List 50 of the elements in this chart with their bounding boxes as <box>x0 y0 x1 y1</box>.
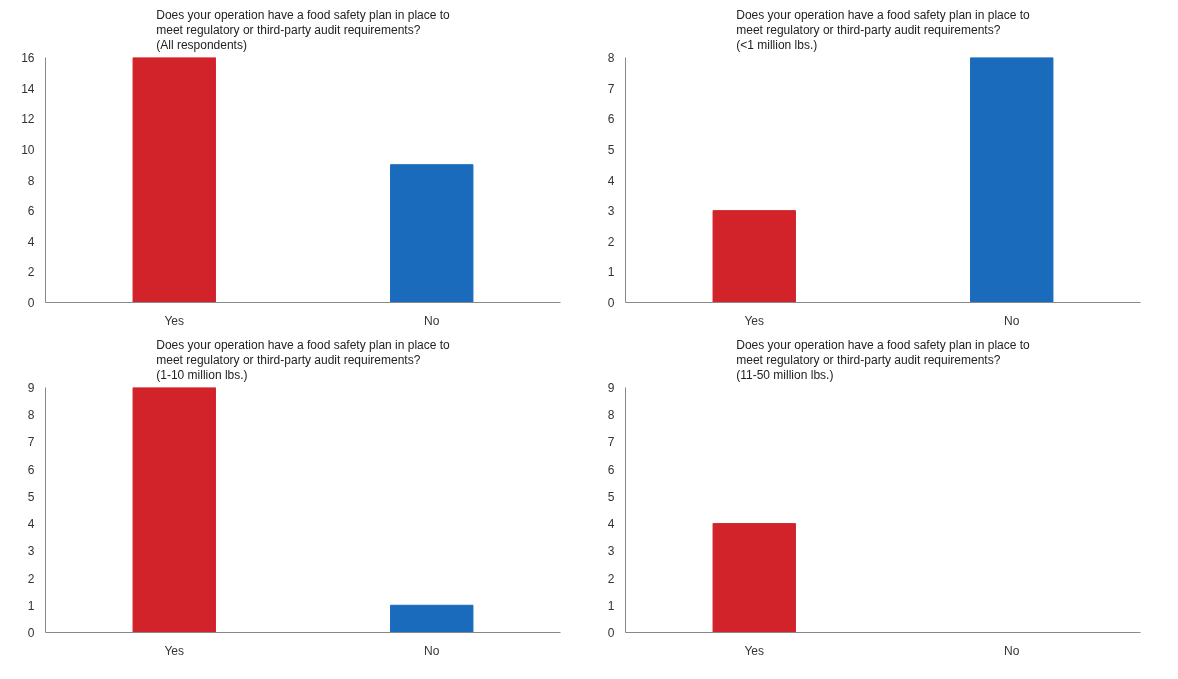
y-tick-label: 8 <box>607 408 615 423</box>
y-tick-label: 0 <box>607 626 615 640</box>
y-tick-label: 3 <box>607 544 615 559</box>
chart-title: Does your operation have a food safety plan in place to meet regulatory or third-party audit requirements? (1-10 million lbs.) <box>156 337 451 383</box>
x-tick-label: No <box>1004 643 1020 658</box>
y-tick-label: 7 <box>607 435 615 450</box>
y-tick-label: 6 <box>607 112 615 127</box>
x-tick-label: No <box>424 643 440 658</box>
y-tick-label: 1 <box>607 598 615 613</box>
y-tick-label: 2 <box>27 571 35 586</box>
x-tick-label: Yes <box>744 313 765 328</box>
y-tick-label: 1 <box>27 598 35 613</box>
y-tick-label: 8 <box>27 173 35 188</box>
y-tick-label: 4 <box>27 234 35 249</box>
chart-title: Does your operation have a food safety plan in place to meet regulatory or third-party audit requirements? (11-50 million lbs.) <box>736 337 1031 383</box>
y-tick-label: 7 <box>607 81 615 96</box>
y-tick-label: 0 <box>607 296 615 310</box>
y-tick-label: 7 <box>27 435 35 450</box>
x-tick-label: No <box>1004 313 1020 328</box>
y-tick-label: 0 <box>27 626 35 640</box>
y-tick-label: 2 <box>27 265 35 280</box>
y-tick-label: 12 <box>21 112 35 127</box>
y-tick-label: 5 <box>607 142 615 157</box>
y-tick-label: 6 <box>27 204 35 219</box>
x-tick-label: Yes <box>164 643 185 658</box>
y-tick-label: 4 <box>607 517 615 532</box>
y-tick-label: 9 <box>607 381 615 395</box>
y-tick-label: 2 <box>607 571 615 586</box>
y-tick-label: 8 <box>607 51 615 65</box>
y-tick-label: 9 <box>27 381 35 395</box>
chart-title: Does your operation have a food safety plan in place to meet regulatory or third-party audit requirements? (<1 million lbs.) <box>736 7 1031 53</box>
y-tick-label: 8 <box>27 408 35 423</box>
y-tick-label: 4 <box>607 173 615 188</box>
y-tick-label: 5 <box>27 489 35 504</box>
y-tick-label: 3 <box>607 204 615 219</box>
x-tick-label: Yes <box>164 313 185 328</box>
chart-title: Does your operation have a food safety plan in place to meet regulatory or third-party audit requirements? (All respondents) <box>156 7 451 53</box>
y-tick-label: 2 <box>607 234 615 249</box>
y-tick-label: 16 <box>21 51 35 65</box>
y-tick-label: 6 <box>607 462 615 477</box>
y-tick-label: 6 <box>27 462 35 477</box>
x-tick-label: No <box>424 313 440 328</box>
x-tick-label: Yes <box>744 643 765 658</box>
y-tick-label: 10 <box>21 142 35 157</box>
y-tick-label: 1 <box>607 265 615 280</box>
y-tick-label: 4 <box>27 517 35 532</box>
y-tick-label: 3 <box>27 544 35 559</box>
y-tick-label: 14 <box>21 81 35 96</box>
y-tick-label: 5 <box>607 489 615 504</box>
y-tick-label: 0 <box>27 296 35 310</box>
